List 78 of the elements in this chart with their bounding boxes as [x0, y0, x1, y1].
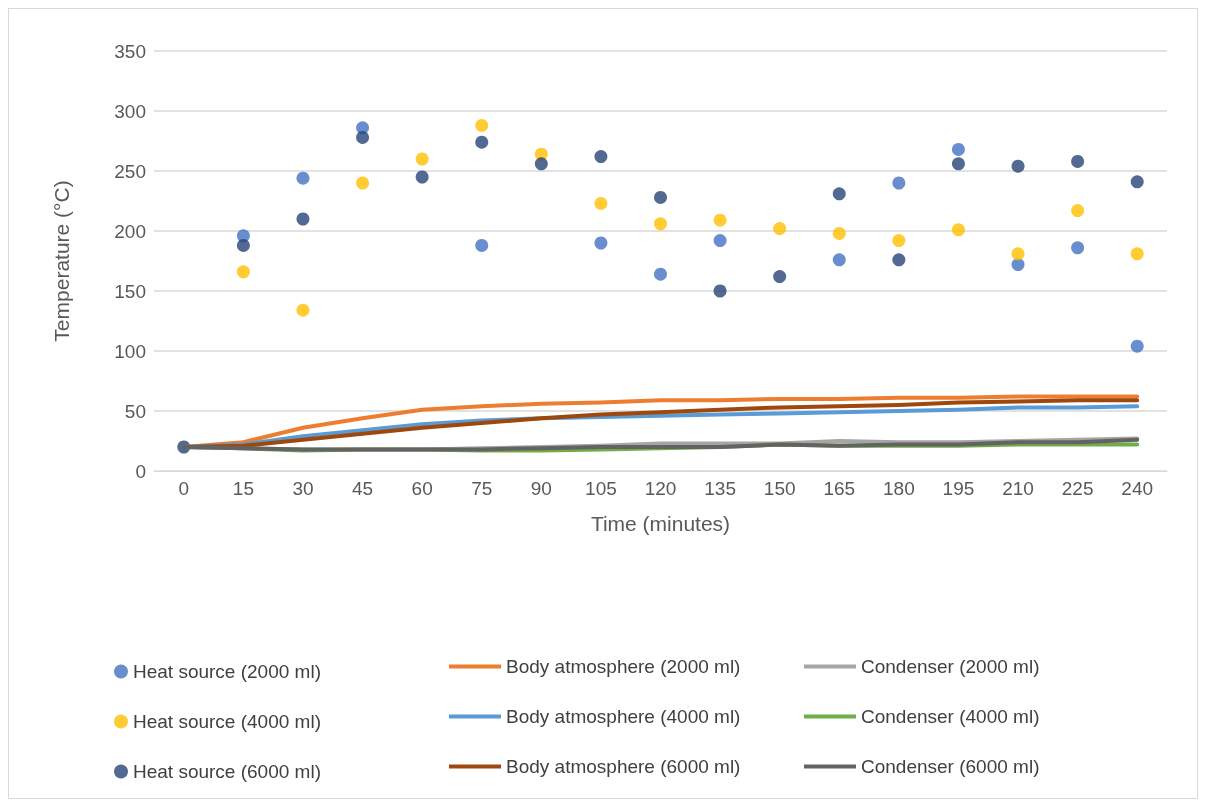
- point: [415, 170, 429, 184]
- point: [892, 176, 906, 190]
- legend-label: Condenser (6000 ml): [861, 756, 1040, 777]
- y-tick-label: 150: [114, 280, 146, 302]
- x-tick-label: 150: [763, 478, 796, 499]
- legend-label: Condenser (4000 ml): [861, 706, 1040, 727]
- point: [296, 303, 310, 317]
- x-tick-label: 105: [585, 478, 617, 499]
- x-tick-label: 45: [351, 478, 374, 499]
- point: [1130, 175, 1144, 189]
- point: [654, 190, 667, 204]
- x-tick-label: 0: [178, 478, 190, 499]
- legend-label: Heat source (2000 ml): [133, 661, 321, 682]
- legend-label: Body atmosphere (6000 ml): [506, 756, 741, 777]
- point: [296, 171, 310, 185]
- y-tick-label: 50: [124, 400, 146, 422]
- point: [951, 142, 965, 156]
- point: [594, 150, 608, 164]
- point: [832, 187, 846, 201]
- y-axis-title: Temperature (°C): [50, 180, 73, 342]
- point: [1071, 204, 1085, 218]
- point: [1071, 154, 1085, 168]
- point: [594, 236, 608, 250]
- point: [356, 176, 370, 190]
- x-tick-label: 30: [292, 478, 314, 499]
- point: [475, 238, 489, 252]
- point: [1130, 339, 1144, 353]
- point: [832, 253, 846, 267]
- y-tick-label: 0: [135, 460, 146, 482]
- point: [475, 118, 489, 132]
- point: [892, 234, 906, 248]
- x-tick-label: 75: [471, 478, 493, 499]
- point: [713, 234, 727, 248]
- x-axis-title: Time (minutes): [590, 512, 731, 535]
- x-tick-label: 180: [883, 478, 915, 499]
- point: [594, 196, 608, 210]
- point: [654, 217, 667, 231]
- x-tick-label: 210: [1002, 478, 1034, 499]
- y-tick-label: 300: [114, 100, 146, 122]
- x-tick-label: 15: [232, 478, 254, 499]
- point: [832, 226, 846, 240]
- y-tick-label: 250: [114, 160, 146, 182]
- point: [892, 253, 906, 267]
- x-tick-label: 225: [1061, 478, 1094, 499]
- x-tick-label: 195: [942, 478, 975, 499]
- point: [236, 238, 250, 252]
- point: [1011, 159, 1025, 173]
- legend-label: Body atmosphere (2000 ml): [506, 656, 741, 677]
- point: [654, 267, 667, 281]
- legend-label: Heat source (4000 ml): [133, 711, 321, 732]
- point: [713, 284, 727, 298]
- point: [236, 265, 250, 279]
- x-tick-label: 90: [530, 478, 552, 499]
- point: [296, 212, 310, 226]
- point: [415, 152, 429, 166]
- point: [1011, 258, 1025, 272]
- point: [773, 270, 787, 284]
- point: [1130, 247, 1144, 261]
- legend-label: Body atmosphere (4000 ml): [506, 706, 741, 727]
- point: [1071, 241, 1085, 255]
- x-tick-label: 120: [644, 478, 677, 499]
- y-tick-label: 350: [114, 40, 146, 62]
- x-tick-label: 60: [411, 478, 433, 499]
- legend-label: Condenser (2000 ml): [861, 656, 1040, 677]
- point: [773, 222, 787, 236]
- point: [951, 223, 965, 237]
- point: [475, 135, 489, 149]
- point: [951, 157, 965, 171]
- x-tick-label: 165: [823, 478, 856, 499]
- y-tick-label: 100: [114, 340, 146, 362]
- point: [1011, 247, 1025, 261]
- point: [356, 130, 370, 144]
- legend-label: Heat source (6000 ml): [133, 761, 321, 782]
- x-tick-label: 240: [1121, 478, 1154, 499]
- x-tick-label: 135: [704, 478, 736, 499]
- point: [713, 213, 727, 227]
- y-tick-label: 200: [114, 220, 146, 242]
- point: [534, 157, 548, 171]
